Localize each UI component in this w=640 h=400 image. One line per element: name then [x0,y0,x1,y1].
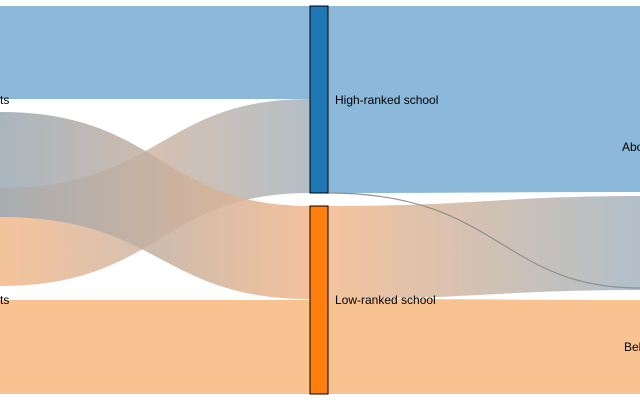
low-ranked-school-label: Low-ranked school [335,293,436,307]
node-high-ranked-school[interactable] [309,5,329,194]
right-bottom-node-label: Bel [624,340,640,354]
flow-low-to-above [328,196,640,299]
left-top-node-label: ts [0,93,9,107]
right-top-node-label: Abo [622,140,640,154]
left-bottom-node-label: ts [0,293,9,307]
flow-left-top-to-high [0,6,310,99]
flow-high-to-below-thin [327,192,640,289]
flow-high-to-above [328,6,640,193]
high-ranked-school-label: High-ranked school [335,93,438,107]
node-low-ranked-school[interactable] [309,205,329,395]
flow-left-top-to-low [0,112,310,299]
flow-left-bottom-to-low [0,300,310,394]
flow-low-to-below [328,299,640,394]
